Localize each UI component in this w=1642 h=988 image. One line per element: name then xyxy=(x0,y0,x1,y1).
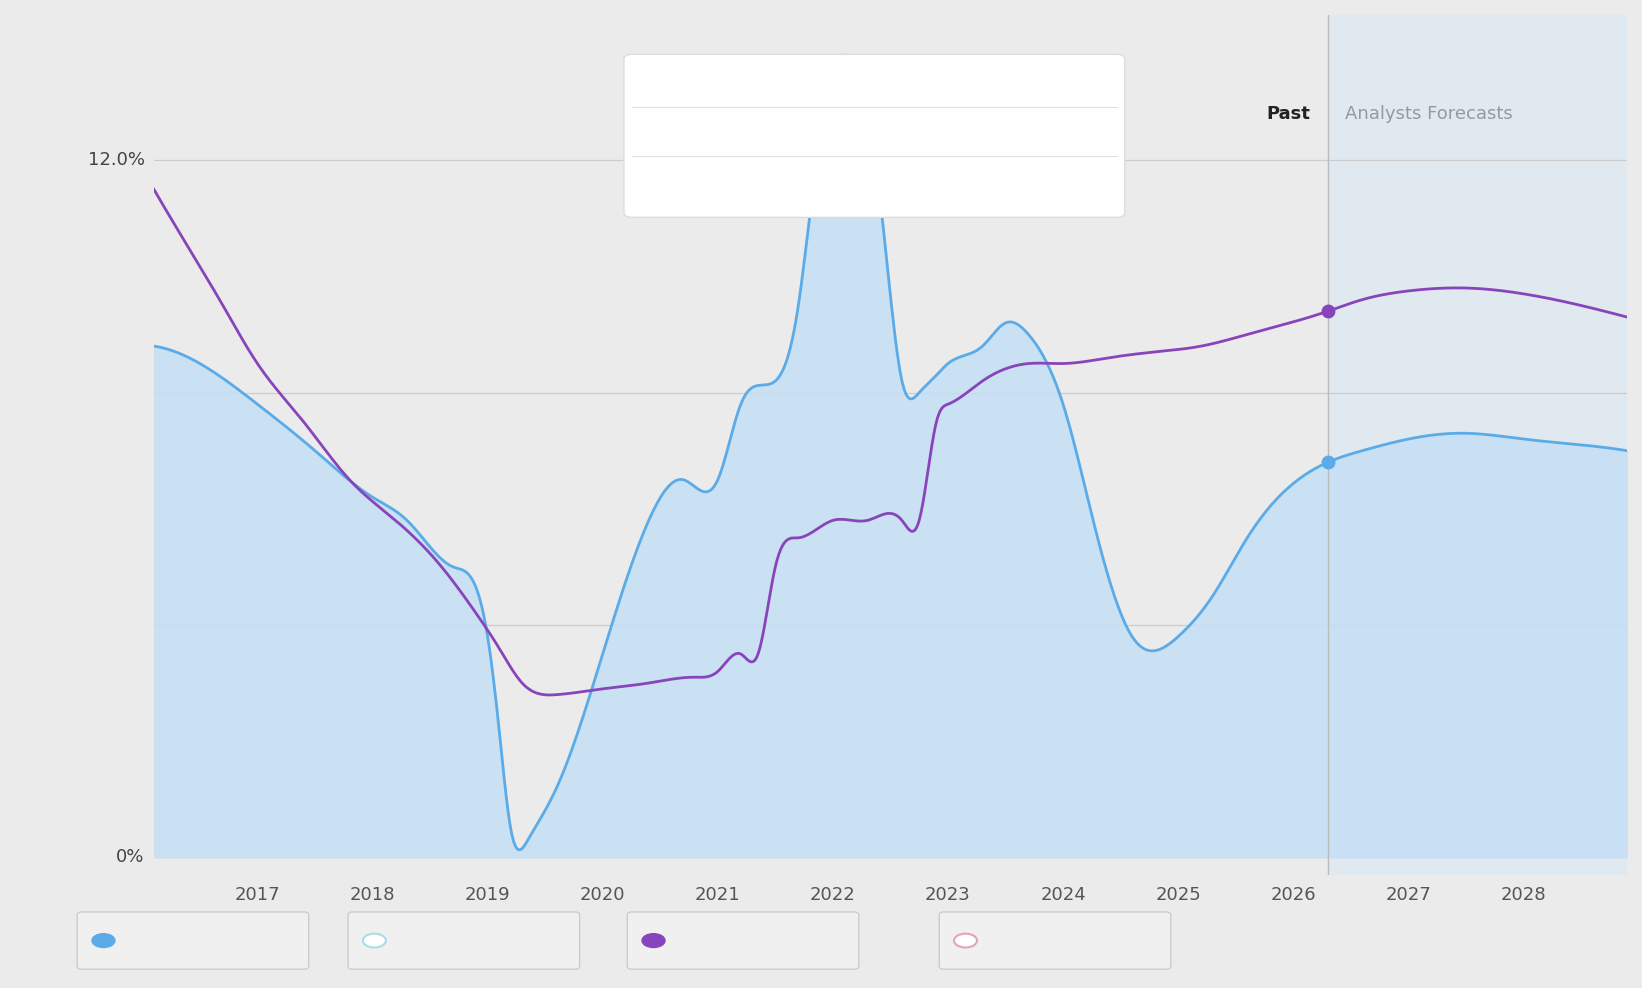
Text: ₹27.185/year: ₹27.185/year xyxy=(936,126,1054,141)
Text: Dividend Yield: Dividend Yield xyxy=(654,176,768,191)
Text: 0%: 0% xyxy=(117,849,144,866)
Text: Annual Amount: Annual Amount xyxy=(654,126,778,141)
Text: 12.0%: 12.0% xyxy=(87,151,144,169)
Text: Dividend Payments: Dividend Payments xyxy=(397,932,558,949)
Text: Annual Amount: Annual Amount xyxy=(677,932,821,949)
Text: Mar 31 2026: Mar 31 2026 xyxy=(654,77,790,96)
Text: 6.8%/year: 6.8%/year xyxy=(936,176,1026,191)
Bar xyxy=(1328,15,1627,874)
Text: Dividend Yield: Dividend Yield xyxy=(126,932,261,949)
Text: Analysts Forecasts: Analysts Forecasts xyxy=(1345,105,1512,123)
Text: Earnings Per Share: Earnings Per Share xyxy=(988,932,1146,949)
Text: Past: Past xyxy=(1266,105,1310,123)
